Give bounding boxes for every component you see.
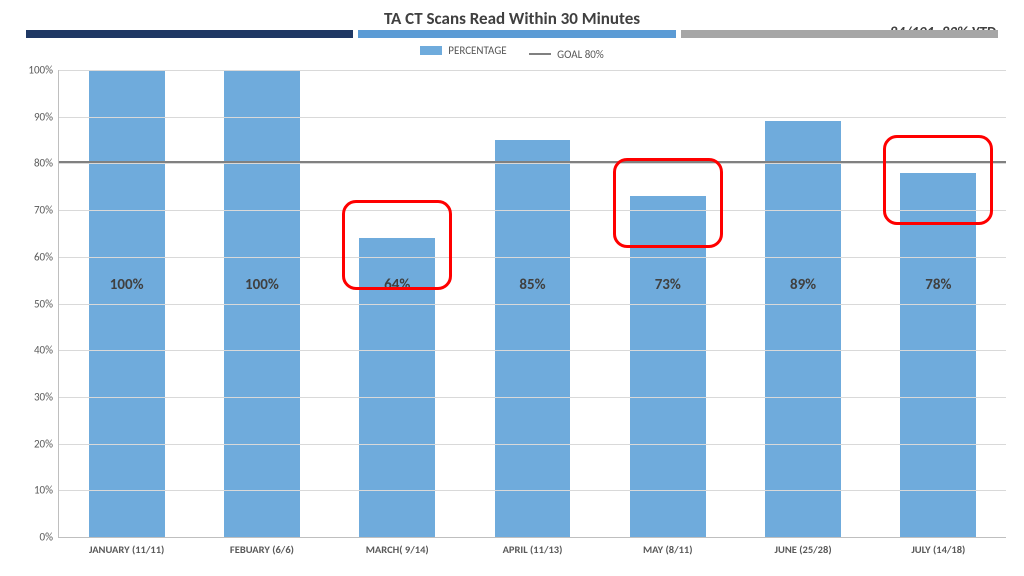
legend-goal-label: GOAL 80% (557, 48, 604, 61)
header-stripe-3 (681, 30, 998, 38)
goal-line (59, 161, 1006, 163)
gridline (59, 444, 1006, 445)
bar (630, 196, 706, 537)
bar-value-label: 100% (59, 276, 194, 294)
gridline (59, 70, 1006, 71)
gridline (59, 350, 1006, 351)
gridline (59, 490, 1006, 491)
chart-title: TA CT Scans Read Within 30 Minutes (0, 8, 1024, 29)
bar (495, 140, 571, 537)
y-tick-label: 90% (34, 110, 53, 123)
legend-swatch-bar (420, 46, 442, 55)
header-stripe-1 (26, 30, 354, 38)
bar-value-label: 73% (600, 276, 735, 294)
gridline (59, 117, 1006, 118)
x-tick-label: MAY (8/11) (592, 543, 744, 556)
x-tick-label: MARCH( 9/14) (321, 543, 473, 556)
bar-value-label: 100% (194, 276, 329, 294)
legend-swatch-line (529, 53, 551, 55)
legend-goal: GOAL 80% (529, 48, 604, 61)
y-tick-label: 20% (34, 437, 53, 450)
x-tick-label: JUNE (25/28) (727, 543, 879, 556)
gridline (59, 397, 1006, 398)
y-tick-label: 30% (34, 390, 53, 403)
legend-series: PERCENTAGE (420, 44, 506, 57)
y-tick-label: 100% (28, 64, 53, 77)
y-tick-label: 50% (34, 297, 53, 310)
bar (900, 173, 976, 537)
header-stripe-2 (358, 30, 675, 38)
x-tick-label: FEBUARY (6/6) (186, 543, 338, 556)
bar-value-label: 89% (735, 276, 870, 294)
x-tick-label: JANUARY (11/11) (51, 543, 203, 556)
bar-value-label: 85% (465, 276, 600, 294)
y-tick-label: 0% (40, 531, 53, 544)
plot-area: 100%JANUARY (11/11)100%FEBUARY (6/6)64%M… (58, 70, 1006, 538)
chart-container: TA CT Scans Read Within 30 Minutes 84/10… (0, 0, 1024, 576)
bar (765, 121, 841, 537)
y-tick-label: 60% (34, 250, 53, 263)
bar-value-label: 64% (330, 276, 465, 294)
gridline (59, 304, 1006, 305)
legend-series-label: PERCENTAGE (448, 44, 506, 57)
x-tick-label: APRIL (11/13) (457, 543, 609, 556)
legend: PERCENTAGE GOAL 80% (0, 44, 1024, 61)
x-tick-label: JULY (14/18) (863, 543, 1015, 556)
y-tick-label: 40% (34, 344, 53, 357)
y-tick-label: 10% (34, 484, 53, 497)
gridline (59, 257, 1006, 258)
gridline (59, 210, 1006, 211)
y-tick-label: 70% (34, 204, 53, 217)
gridline (59, 163, 1006, 164)
y-tick-label: 80% (34, 157, 53, 170)
bar-value-label: 78% (871, 276, 1006, 294)
